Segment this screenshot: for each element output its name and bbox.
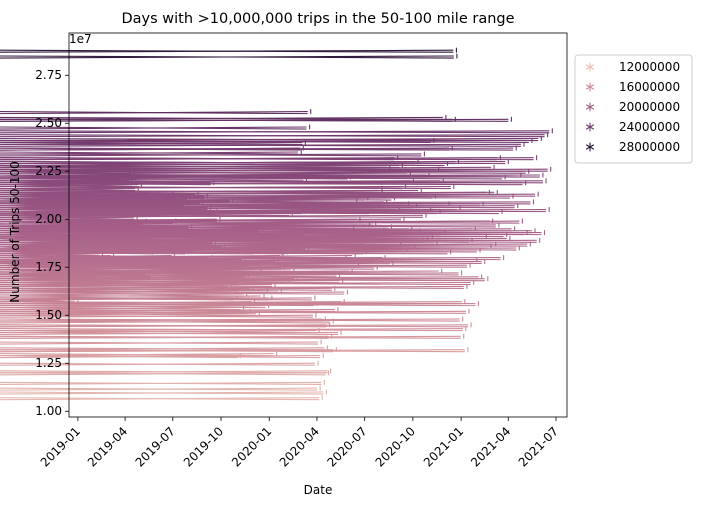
x-tick-label: 2019-10 xyxy=(181,424,226,469)
data-point xyxy=(0,276,489,282)
legend-label: 24000000 xyxy=(619,120,680,134)
data-point xyxy=(0,245,520,251)
data-point xyxy=(0,255,505,261)
data-point xyxy=(0,53,458,59)
y-tick-label: 2.75 xyxy=(35,68,62,82)
x-tick-label: 2019-07 xyxy=(133,424,178,469)
data-point xyxy=(0,283,468,289)
data-point xyxy=(0,326,467,332)
data-point xyxy=(0,368,332,374)
x-tick-label: 2020-04 xyxy=(277,424,322,469)
y-tick-label: 1.50 xyxy=(35,308,62,322)
data-point xyxy=(0,339,322,345)
data-point xyxy=(0,308,470,314)
data-point xyxy=(0,132,549,138)
x-tick-label: 2019-01 xyxy=(38,424,83,469)
data-point xyxy=(0,191,539,197)
data-point xyxy=(0,329,342,335)
data-point xyxy=(0,270,463,276)
x-tick-label: 2021-04 xyxy=(468,424,513,469)
y-tick-label: 1.00 xyxy=(35,404,62,418)
data-point xyxy=(0,351,278,357)
data-point xyxy=(0,178,547,184)
data-point xyxy=(0,347,469,353)
x-tick-label: 2020-07 xyxy=(324,424,369,469)
data-point xyxy=(0,322,472,328)
data-point xyxy=(0,389,327,395)
data-point xyxy=(0,289,348,295)
chart-title: Days with >10,000,000 trips in the 50-10… xyxy=(121,11,514,27)
data-point xyxy=(0,172,544,178)
data-point xyxy=(0,301,479,307)
legend: 12000000 16000000 20000000 24000000 28000000 xyxy=(574,54,693,164)
x-axis-title: Date xyxy=(304,483,333,497)
data-point xyxy=(0,345,328,351)
y-axis: 1.00 1.25 1.50 1.75 2.00 2.25 2.50 2.75 xyxy=(35,68,69,418)
legend-label: 20000000 xyxy=(619,100,680,114)
data-point xyxy=(0,352,324,359)
data-point xyxy=(0,124,311,130)
data-point xyxy=(0,155,538,161)
data-point xyxy=(0,199,535,205)
y-tick-label: 1.25 xyxy=(35,356,62,370)
data-point xyxy=(0,159,509,165)
x-tick-label: 2020-01 xyxy=(229,424,274,469)
data-point xyxy=(0,207,550,213)
plot-points xyxy=(0,47,553,401)
data-point xyxy=(0,47,457,53)
plot-area-frame xyxy=(68,32,568,418)
data-point xyxy=(0,114,447,120)
y-tick-label: 2.50 xyxy=(35,116,62,130)
data-point xyxy=(0,109,312,115)
legend-label: 12000000 xyxy=(619,60,680,74)
data-point xyxy=(0,333,465,339)
data-point xyxy=(0,316,464,322)
data-point xyxy=(0,166,552,172)
data-point xyxy=(0,360,319,366)
legend-label: 28000000 xyxy=(619,140,680,154)
legend-marker xyxy=(585,122,595,132)
legend-marker xyxy=(585,102,595,112)
data-point xyxy=(0,312,317,318)
x-tick-label: 2021-01 xyxy=(421,424,466,469)
data-point xyxy=(0,141,525,147)
y-axis-title: Number of Trips 50-100 xyxy=(8,161,22,302)
data-point xyxy=(0,135,542,142)
data-point xyxy=(0,128,553,134)
y-tick-label: 2.25 xyxy=(35,164,62,178)
x-tick-label: 2020-10 xyxy=(373,424,418,469)
data-point xyxy=(0,385,321,391)
y-axis-offset-label: 1e7 xyxy=(69,32,92,46)
legend-marker xyxy=(585,62,595,72)
data-point xyxy=(0,183,455,190)
legend-marker xyxy=(585,82,595,92)
y-tick-label: 2.00 xyxy=(35,212,62,226)
data-point xyxy=(0,116,512,122)
y-tick-label: 1.75 xyxy=(35,260,62,274)
legend-label: 16000000 xyxy=(619,80,680,94)
x-axis: 2019-01 2019-04 2019-07 2019-10 2020-01 2020-… xyxy=(38,417,561,470)
x-tick-label: 2021-07 xyxy=(516,424,561,469)
x-tick-label: 2019-04 xyxy=(85,424,130,469)
data-point xyxy=(0,230,546,236)
data-point xyxy=(0,395,323,401)
data-point xyxy=(0,151,425,157)
data-point xyxy=(0,149,302,155)
data-point xyxy=(0,218,523,224)
data-point xyxy=(0,379,325,385)
data-point xyxy=(0,237,541,243)
data-point xyxy=(0,370,330,376)
legend-marker xyxy=(585,142,595,152)
data-point xyxy=(0,295,316,301)
legend-frame xyxy=(574,54,693,164)
